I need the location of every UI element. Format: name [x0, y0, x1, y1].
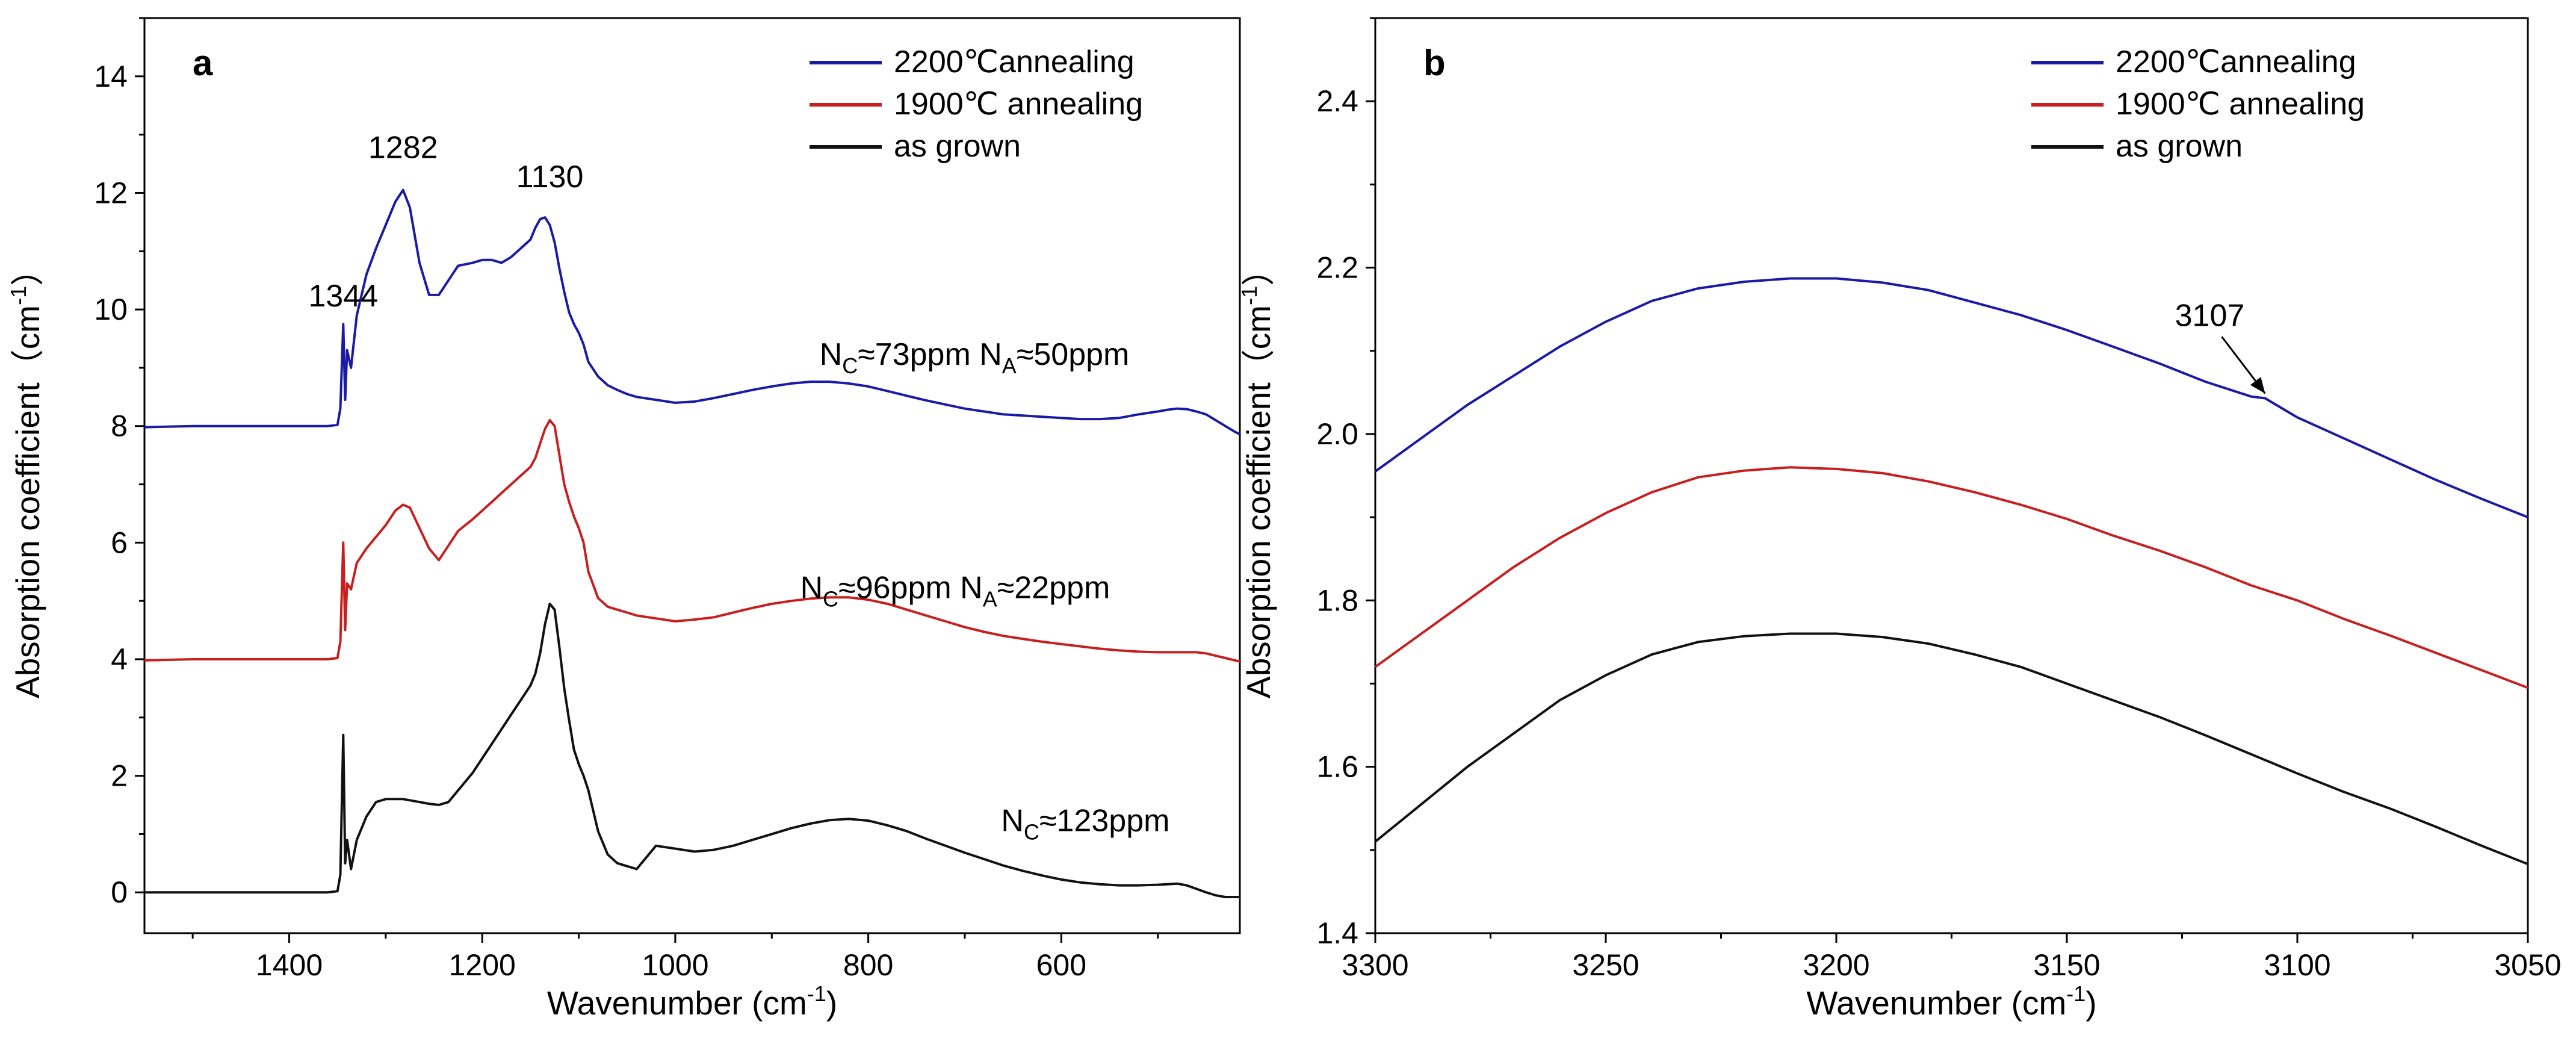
annotation-rest: ≈50ppm: [1017, 337, 1130, 372]
x-axis-label: Wavenumber (cm-1): [1806, 981, 2096, 1022]
legend-label: as grown: [894, 129, 1021, 164]
plot-frame: [143, 17, 1241, 934]
panel-b: 3300 3250 3200 3150 3100 3050 1.4 1.6 1.8 2.0 2.2 2…: [1237, 17, 2562, 1022]
x-tick-label: 3050: [2494, 948, 2561, 982]
annotation-rest: ≈22ppm: [997, 570, 1110, 605]
peak-annotation: 1130: [516, 160, 584, 194]
annotation-main: N: [1001, 804, 1024, 839]
y-tick-label: 10: [94, 293, 128, 326]
x-axis-label: Wavenumber (cm-1): [547, 981, 837, 1022]
panel-letter: b: [1423, 43, 1446, 83]
y-tick-label: 6: [111, 526, 128, 559]
y-tick-label: 8: [111, 409, 128, 443]
y-axis-label: Absorption coefficient（cm-1）: [6, 253, 46, 698]
annotation-rest: ≈73ppm N: [858, 337, 1002, 372]
y-axis-label-tail: ）: [1240, 253, 1277, 286]
x-tick-label: 600: [1036, 948, 1086, 982]
legend-label: 2200℃annealing: [894, 45, 1135, 79]
y-tick-label: 2.2: [1316, 251, 1358, 285]
y-tick-label: 14: [94, 60, 128, 93]
y-tick-label: 2.4: [1316, 84, 1358, 118]
legend-label: 1900℃ annealing: [2116, 87, 2365, 122]
annotation-sub: A: [1002, 353, 1017, 378]
y-axis-label-tail: ）: [9, 253, 46, 286]
peak-annotation: NC≈96ppm NA≈22ppm: [800, 570, 1110, 611]
annotation-rest: ≈96ppm N: [838, 570, 983, 605]
x-tick-label: 1200: [449, 948, 516, 982]
x-tick-label: 3250: [1572, 948, 1639, 982]
x-tick-label: 3200: [1803, 948, 1869, 982]
annotation-rest: ≈123ppm: [1039, 804, 1169, 839]
peak-annotation: NC≈123ppm: [1001, 804, 1169, 845]
y-tick-label: 0: [111, 875, 128, 909]
annotation-main: N: [800, 570, 823, 605]
annotation-sub: C: [842, 353, 858, 378]
x-tick-label: 3100: [2264, 948, 2330, 982]
y-tick-label: 1.8: [1316, 583, 1358, 617]
legend-label: 2200℃annealing: [2116, 45, 2356, 79]
series-line: [1375, 277, 2528, 518]
panel-a: 1400 1200 1000 800 600 0 2 4 6 8 10 12 14 Wavenumber …: [6, 17, 1241, 1022]
y-axis-label-sup: -1: [1237, 286, 1262, 305]
legend-label: 1900℃ annealing: [894, 87, 1143, 122]
x-axis-label-sup: -1: [2066, 981, 2085, 1006]
annotation-arrowhead: [2250, 377, 2265, 394]
x-tick-label: 3150: [2033, 948, 2100, 982]
y-tick-label: 2: [111, 759, 128, 793]
series-line: [1375, 632, 2528, 866]
y-axis-label-text: Absorption coefficient（cm: [1240, 305, 1277, 698]
x-axis-label-tail: ): [2085, 984, 2096, 1022]
x-axis-label-tail: ): [826, 984, 837, 1022]
x-axis-label-text: Wavenumber (cm: [547, 984, 807, 1022]
y-axis-label-sup: -1: [6, 286, 31, 305]
peak-annotation: 1282: [368, 130, 438, 165]
x-tick-label: 800: [843, 948, 893, 982]
x-axis-label-text: Wavenumber (cm: [1806, 984, 2066, 1022]
panel-letter: a: [193, 43, 213, 83]
y-tick-label: 2.0: [1316, 417, 1358, 451]
y-tick-label: 12: [94, 176, 128, 210]
y-tick-label: 4: [111, 642, 128, 676]
x-axis-label-sup: -1: [807, 981, 826, 1006]
series-line: [144, 419, 1240, 663]
y-tick-label: 1.4: [1316, 916, 1358, 950]
y-axis-label: Absorption coefficient（cm-1）: [1237, 253, 1277, 698]
x-tick-label: 1400: [256, 948, 323, 982]
y-axis-label-text: Absorption coefficient（cm: [9, 305, 46, 698]
y-tick-label: 1.6: [1316, 750, 1358, 784]
series-line: [144, 603, 1240, 898]
series-line: [1375, 466, 2528, 689]
peak-annotation: 3107: [2175, 298, 2245, 333]
x-tick-label: 3300: [1342, 948, 1408, 982]
annotation-main: N: [820, 337, 843, 372]
annotation-sub: C: [1024, 820, 1039, 845]
peak-annotation: NC≈73ppm NA≈50ppm: [820, 337, 1130, 378]
legend-label: as grown: [2116, 129, 2243, 164]
peak-annotation: 1344: [308, 279, 378, 314]
series-line: [144, 188, 1240, 436]
annotation-sub: C: [823, 586, 838, 611]
annotation-sub: A: [983, 586, 997, 611]
x-tick-label: 1000: [642, 948, 708, 982]
